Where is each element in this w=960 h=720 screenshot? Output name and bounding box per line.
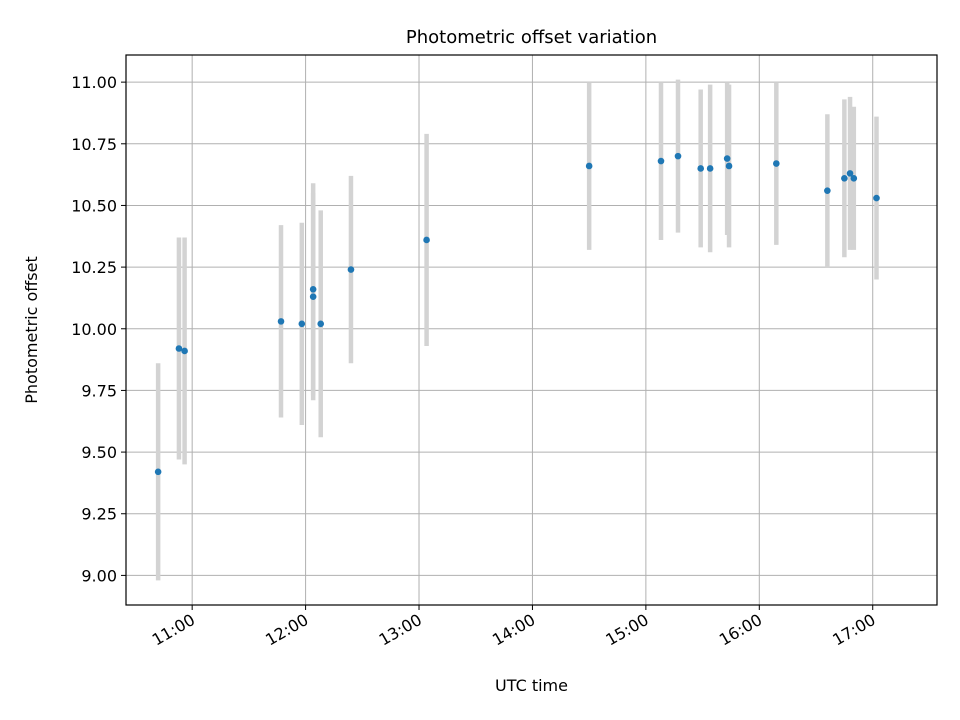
y-tick-label: 9.50 [81, 443, 117, 462]
data-point [773, 160, 780, 167]
y-tick-label: 9.75 [81, 381, 117, 400]
y-tick-label: 9.00 [81, 566, 117, 585]
data-point [277, 318, 285, 325]
data-point [706, 165, 714, 172]
data-point [175, 345, 183, 352]
x-axis-label: UTC time [495, 676, 568, 695]
data-point [423, 236, 430, 244]
data-point [723, 155, 731, 162]
chart-title: Photometric offset variation [406, 27, 657, 48]
data-point [585, 162, 593, 170]
data-point [725, 162, 733, 170]
y-tick-label: 10.50 [71, 196, 117, 215]
plot-area-frame [125, 54, 938, 606]
data-point [154, 468, 162, 476]
data-point [846, 170, 854, 177]
data-point [181, 347, 188, 355]
y-tick-label: 9.25 [81, 505, 117, 524]
data-point [309, 286, 317, 293]
y-axis-ticks: 9.00 9.25 9.50 9.75 10.00 10.25 10.50 10.75 11.0… [71, 73, 126, 585]
y-axis-label: Photometric offset [22, 256, 41, 404]
y-tick-label: 10.25 [71, 258, 117, 277]
data-point [824, 187, 831, 194]
y-tick-label: 10.00 [71, 320, 117, 339]
grid [126, 55, 937, 605]
y-tick-label: 11.00 [71, 73, 117, 92]
data-points [154, 152, 880, 476]
data-point [873, 194, 880, 202]
data-point [841, 175, 848, 182]
data-point [657, 157, 665, 165]
data-point [309, 293, 317, 301]
y-tick-label: 10.75 [71, 135, 117, 154]
data-point [317, 320, 325, 328]
data-point [347, 266, 355, 273]
data-point [697, 165, 704, 172]
data-point [298, 320, 306, 328]
data-point [674, 152, 682, 160]
data-point [850, 175, 858, 182]
